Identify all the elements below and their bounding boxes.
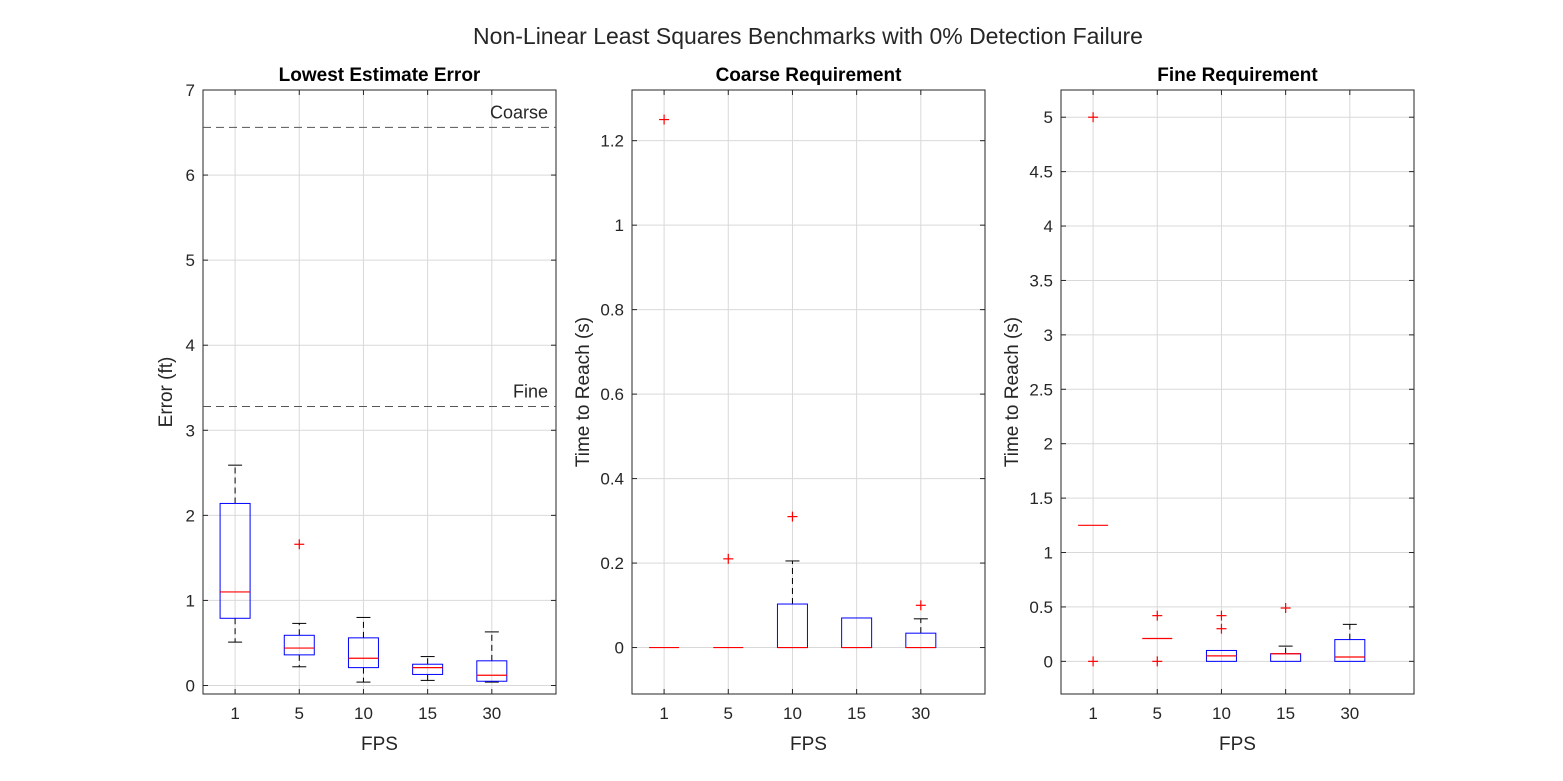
- y-tick-label: 0.2: [600, 554, 624, 573]
- panel-title: Coarse Requirement: [716, 65, 903, 86]
- y-tick-label: 0: [1044, 652, 1053, 671]
- grid: [203, 89, 556, 694]
- y-axis-label: Error (ft): [156, 357, 177, 428]
- figure-title: Non-Linear Least Squares Benchmarks with…: [473, 23, 1143, 49]
- x-tick-label: 1: [230, 704, 239, 723]
- y-tick-label: 0.6: [600, 385, 624, 404]
- y-tick-label: 0.8: [600, 301, 624, 320]
- x-axis-label: FPS: [361, 734, 398, 755]
- outlier-marker: [1152, 610, 1163, 621]
- y-tick-label: 3: [1044, 326, 1053, 345]
- x-tick-label: 10: [354, 704, 373, 723]
- outlier-marker: [1280, 603, 1291, 614]
- box-plot-10: [776, 511, 808, 649]
- box-plot-30: [476, 631, 508, 683]
- box-plot-5: [1142, 610, 1173, 667]
- x-tick-label: 5: [724, 704, 733, 723]
- y-tick-label: 5: [1044, 108, 1053, 127]
- x-tick-label: 5: [295, 704, 304, 723]
- box-plot-15: [412, 656, 444, 681]
- box-plot-5: [283, 539, 315, 668]
- box-plot-30: [1334, 623, 1366, 662]
- y-tick-label: 4.5: [1029, 163, 1053, 182]
- grid: [632, 90, 985, 694]
- y-tick-label: 1.2: [600, 132, 624, 151]
- iqr-box: [476, 660, 508, 682]
- box-plot-15: [841, 617, 873, 649]
- box-plot-10: [347, 616, 379, 683]
- y-tick-label: 0: [615, 639, 624, 658]
- y-tick-label: 1.5: [1029, 489, 1053, 508]
- y-tick-label: 1: [186, 591, 195, 610]
- box-plot-1: [649, 114, 680, 649]
- outlier-marker: [915, 600, 926, 611]
- x-tick-label: 15: [1276, 704, 1295, 723]
- box-plot-1: [1078, 112, 1109, 667]
- y-tick-label: 2.5: [1029, 380, 1053, 399]
- grid: [1061, 90, 1414, 694]
- y-axis-label: Time to Reach (s): [1002, 317, 1023, 467]
- iqr-box: [412, 663, 444, 675]
- x-tick-label: 15: [418, 704, 437, 723]
- outlier-marker: [659, 114, 670, 125]
- box-plot-10: [1205, 610, 1237, 662]
- outlier-marker: [1216, 610, 1227, 621]
- y-tick-label: 6: [186, 166, 195, 185]
- outlier-marker: [1216, 623, 1227, 634]
- x-tick-label: 15: [847, 704, 866, 723]
- x-tick-label: 5: [1153, 704, 1162, 723]
- x-tick-label: 10: [1212, 704, 1231, 723]
- box-plot-1: [219, 464, 251, 643]
- y-tick-label: 4: [1044, 217, 1053, 236]
- reference-line-label: Fine: [513, 381, 548, 401]
- iqr-box: [347, 637, 379, 669]
- reference-line-label: Coarse: [490, 102, 548, 122]
- y-tick-label: 3: [186, 421, 195, 440]
- panel-title: Fine Requirement: [1157, 65, 1318, 86]
- y-tick-label: 2: [186, 506, 195, 525]
- x-tick-label: 30: [482, 704, 501, 723]
- y-tick-label: 0.4: [600, 470, 624, 489]
- iqr-box: [283, 634, 315, 656]
- y-tick-label: 1: [1044, 544, 1053, 563]
- box-plot-5: [713, 553, 744, 649]
- y-tick-label: 0.5: [1029, 598, 1053, 617]
- axes-frame: [631, 89, 986, 695]
- x-tick-label: 10: [783, 704, 802, 723]
- y-tick-label: 0: [186, 676, 195, 695]
- y-axis-label: Time to Reach (s): [573, 317, 594, 467]
- y-tick-label: 2: [1044, 435, 1053, 454]
- outlier-marker: [1088, 656, 1099, 667]
- x-axis-label: FPS: [1219, 734, 1256, 755]
- y-tick-label: 3.5: [1029, 271, 1053, 290]
- outlier-marker: [787, 511, 798, 522]
- y-tick-label: 5: [186, 251, 195, 270]
- x-tick-label: 1: [1088, 704, 1097, 723]
- axes-frame: [202, 89, 557, 695]
- outlier-marker: [1088, 112, 1099, 123]
- outlier-marker: [1152, 656, 1163, 667]
- outlier-marker: [294, 539, 305, 550]
- x-tick-label: 1: [659, 704, 668, 723]
- y-tick-label: 7: [186, 81, 195, 100]
- box-plot-15: [1270, 603, 1302, 662]
- x-tick-label: 30: [1340, 704, 1359, 723]
- y-tick-label: 4: [186, 336, 195, 355]
- y-tick-label: 1: [615, 216, 624, 235]
- iqr-box: [219, 502, 251, 619]
- iqr-box: [1334, 639, 1366, 662]
- outlier-marker: [723, 553, 734, 564]
- box-plot-30: [905, 600, 937, 649]
- x-tick-label: 30: [911, 704, 930, 723]
- x-axis-label: FPS: [790, 734, 827, 755]
- axes-frame: [1060, 89, 1415, 695]
- panel-title: Lowest Estimate Error: [279, 65, 481, 86]
